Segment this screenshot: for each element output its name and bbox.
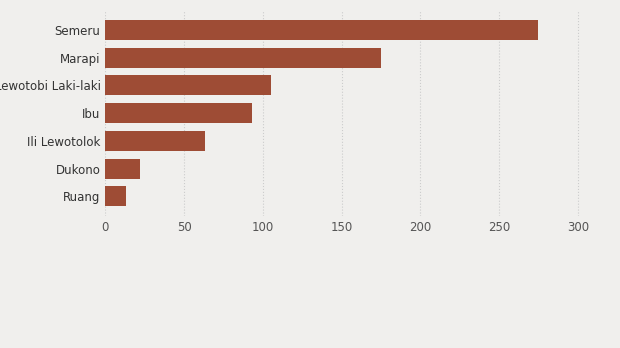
Bar: [105, 20, 538, 40]
Bar: [105, 103, 252, 123]
Bar: [105, 187, 126, 206]
Bar: [105, 48, 381, 68]
Bar: [105, 159, 140, 179]
Bar: [105, 75, 271, 95]
Bar: [105, 131, 205, 151]
